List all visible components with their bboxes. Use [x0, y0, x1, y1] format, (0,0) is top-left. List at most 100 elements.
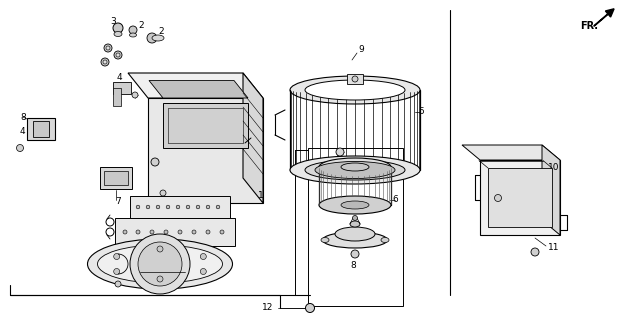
Circle shape	[160, 190, 166, 196]
Ellipse shape	[350, 221, 360, 227]
Text: 4: 4	[20, 127, 26, 137]
Circle shape	[156, 205, 160, 209]
Circle shape	[113, 23, 123, 33]
Circle shape	[150, 230, 154, 234]
Circle shape	[352, 76, 358, 82]
Text: 8: 8	[350, 261, 356, 269]
Ellipse shape	[88, 239, 232, 289]
Circle shape	[305, 303, 314, 313]
Circle shape	[17, 145, 24, 152]
Ellipse shape	[319, 158, 391, 176]
Circle shape	[351, 250, 359, 258]
Bar	[347, 74, 363, 84]
Circle shape	[146, 205, 150, 209]
Circle shape	[101, 58, 109, 66]
Circle shape	[138, 242, 182, 286]
Text: 3: 3	[110, 17, 116, 27]
Polygon shape	[149, 81, 248, 98]
Circle shape	[157, 276, 163, 282]
Circle shape	[123, 230, 127, 234]
Circle shape	[336, 148, 344, 156]
Bar	[148, 98, 263, 203]
Ellipse shape	[129, 33, 136, 37]
Text: 1: 1	[258, 191, 264, 200]
Bar	[33, 121, 49, 137]
Circle shape	[114, 268, 120, 275]
Circle shape	[129, 26, 137, 34]
Bar	[100, 167, 132, 189]
Circle shape	[164, 230, 168, 234]
Polygon shape	[462, 145, 560, 160]
Text: 2: 2	[158, 28, 164, 36]
Ellipse shape	[305, 160, 405, 180]
Bar	[113, 88, 121, 106]
Bar	[113, 82, 131, 94]
Bar	[488, 168, 552, 227]
Polygon shape	[243, 73, 263, 203]
Ellipse shape	[290, 76, 420, 104]
Ellipse shape	[319, 196, 391, 214]
Bar	[130, 196, 230, 218]
Ellipse shape	[335, 227, 375, 241]
Bar	[308, 148, 403, 306]
Circle shape	[103, 60, 107, 64]
Circle shape	[216, 205, 220, 209]
Circle shape	[186, 205, 190, 209]
Circle shape	[136, 230, 140, 234]
Text: 9: 9	[358, 46, 364, 55]
Bar	[480, 160, 560, 235]
Ellipse shape	[341, 201, 369, 209]
Ellipse shape	[321, 237, 329, 243]
FancyArrow shape	[594, 9, 614, 26]
Circle shape	[206, 230, 210, 234]
Text: 12: 12	[262, 303, 273, 313]
Circle shape	[220, 230, 224, 234]
Circle shape	[353, 216, 358, 221]
Circle shape	[147, 33, 157, 43]
Ellipse shape	[341, 163, 369, 171]
Ellipse shape	[290, 156, 420, 184]
Ellipse shape	[323, 232, 387, 248]
Circle shape	[114, 51, 122, 59]
Ellipse shape	[315, 161, 395, 178]
Polygon shape	[542, 145, 560, 235]
Polygon shape	[128, 73, 263, 98]
Circle shape	[130, 234, 190, 294]
Text: 8: 8	[20, 113, 26, 121]
Circle shape	[136, 205, 140, 209]
Circle shape	[116, 53, 120, 57]
Circle shape	[166, 205, 170, 209]
Text: 7: 7	[115, 197, 121, 206]
Bar	[163, 103, 248, 148]
Text: 2: 2	[138, 21, 143, 29]
Bar	[115, 218, 235, 246]
Text: 6: 6	[392, 196, 397, 204]
Bar	[27, 118, 55, 140]
Circle shape	[151, 158, 159, 166]
Circle shape	[495, 195, 502, 202]
Circle shape	[157, 246, 163, 252]
Circle shape	[196, 205, 200, 209]
Ellipse shape	[97, 245, 223, 283]
Circle shape	[115, 281, 121, 287]
Circle shape	[132, 92, 138, 98]
Ellipse shape	[305, 80, 405, 100]
Circle shape	[178, 230, 182, 234]
Circle shape	[104, 44, 112, 52]
Circle shape	[176, 205, 180, 209]
Circle shape	[192, 230, 196, 234]
Text: FR.: FR.	[580, 21, 598, 31]
Circle shape	[106, 46, 110, 50]
Circle shape	[531, 248, 539, 256]
Circle shape	[200, 268, 206, 275]
Bar	[104, 171, 128, 185]
Circle shape	[114, 254, 120, 260]
Circle shape	[200, 254, 206, 260]
Ellipse shape	[152, 35, 164, 41]
Circle shape	[206, 205, 210, 209]
Text: 10: 10	[548, 164, 559, 172]
Text: 4: 4	[117, 74, 123, 82]
Ellipse shape	[381, 237, 389, 243]
Text: 11: 11	[548, 243, 559, 253]
Text: 5: 5	[418, 107, 424, 117]
